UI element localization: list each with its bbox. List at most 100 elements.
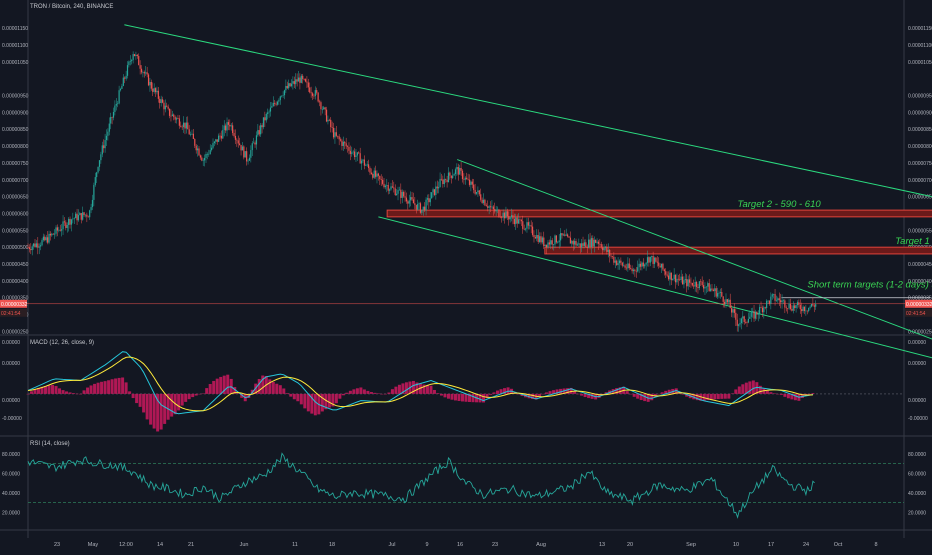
candle-body xyxy=(466,177,468,180)
macd-histogram-bar xyxy=(390,389,394,394)
candle-body xyxy=(396,193,398,196)
macd-histogram-bar xyxy=(191,393,195,398)
candle-body xyxy=(798,302,800,305)
candle-body xyxy=(415,204,417,210)
price-tick-right: 0.00000550 xyxy=(908,228,932,234)
candle-body xyxy=(679,279,681,281)
candle-body xyxy=(237,140,239,144)
candle-body xyxy=(653,257,656,264)
candle-body xyxy=(623,265,625,267)
candle-body xyxy=(627,263,629,269)
candle-body xyxy=(383,183,385,188)
candle-body xyxy=(442,179,444,185)
candle-body xyxy=(122,77,124,86)
candle-body xyxy=(306,81,308,83)
candle-body xyxy=(582,243,584,246)
macd-histogram-bar xyxy=(324,393,328,410)
candle-body xyxy=(495,209,497,212)
price-tick-left: 0.00000500 xyxy=(2,245,29,251)
candle-body xyxy=(480,194,482,200)
candle-body xyxy=(660,263,663,268)
candle-body xyxy=(281,95,283,97)
macd-tick-right: 0.00000 xyxy=(908,398,926,404)
candle-body xyxy=(348,146,350,151)
macd-histogram-bar xyxy=(103,381,107,394)
candle-body xyxy=(468,179,471,185)
candle-body xyxy=(560,233,562,241)
candle-body xyxy=(578,243,580,245)
candle-body xyxy=(163,102,165,110)
candle-body xyxy=(323,107,325,110)
macd-histogram-bar xyxy=(366,390,370,394)
macd-tick-right: 0.00000 xyxy=(908,340,926,346)
macd-histogram-bar xyxy=(569,387,573,394)
macd-histogram-bar xyxy=(96,382,100,394)
candle-body xyxy=(589,239,591,248)
candle-body xyxy=(705,286,707,288)
candle-body xyxy=(761,307,764,313)
candle-body xyxy=(367,164,370,169)
candle-body xyxy=(482,199,485,203)
candle-body xyxy=(117,103,119,105)
candle-body xyxy=(599,243,601,245)
candle-body xyxy=(698,281,700,289)
candle-body xyxy=(108,123,110,132)
candle-body xyxy=(240,144,242,151)
candle-body xyxy=(774,294,776,301)
candle-body xyxy=(621,262,623,266)
price-tick-right: 0.00001100 xyxy=(908,43,932,49)
candle-body xyxy=(204,157,206,161)
macd-histogram-bar xyxy=(40,386,44,394)
candle-body xyxy=(752,311,754,313)
candle-body xyxy=(517,219,520,224)
candle-body xyxy=(332,127,335,138)
candle-body xyxy=(496,209,499,211)
macd-histogram-bar xyxy=(401,383,405,394)
candle-body xyxy=(585,242,587,248)
candle-body xyxy=(424,206,426,211)
candle-body xyxy=(307,82,309,88)
macd-histogram-bar xyxy=(699,393,703,401)
macd-histogram-bar xyxy=(737,386,741,394)
candle-body xyxy=(569,237,572,244)
macd-histogram-bar xyxy=(471,393,475,403)
macd-histogram-bar xyxy=(597,393,601,398)
candle-body xyxy=(325,109,328,122)
candle-body xyxy=(194,138,196,146)
candle-body xyxy=(722,296,724,302)
candle-body xyxy=(438,187,440,189)
macd-histogram-bar xyxy=(387,392,391,394)
candle-body xyxy=(714,288,716,291)
zone-label: Target 1 - 480 - 500 xyxy=(895,236,932,247)
candle-body xyxy=(352,151,354,153)
candle-body xyxy=(670,272,672,281)
candle-body xyxy=(686,279,688,287)
candle-body xyxy=(473,184,475,190)
candle-body xyxy=(145,72,147,74)
rsi-title: RSI (14, close) xyxy=(30,441,70,447)
candle-body xyxy=(407,201,409,204)
candle-body xyxy=(738,324,740,326)
candle-body xyxy=(471,181,473,185)
candle-body xyxy=(330,119,332,127)
candle-body xyxy=(68,218,70,226)
candle-body xyxy=(787,308,789,309)
candle-body xyxy=(418,203,420,205)
macd-histogram-bar xyxy=(531,393,535,400)
macd-histogram-bar xyxy=(443,393,447,398)
macd-histogram-bar xyxy=(506,387,510,394)
candle-body xyxy=(321,109,323,110)
candle-body xyxy=(419,203,422,213)
candle-body xyxy=(651,256,653,257)
candle-body xyxy=(393,187,395,189)
price-tick-left: 0.00000950 xyxy=(2,94,29,100)
candle-body xyxy=(296,79,298,82)
candle-body xyxy=(61,229,63,231)
candle-body xyxy=(596,241,598,243)
candle-body xyxy=(557,242,559,243)
candle-body xyxy=(143,72,145,74)
candle-body xyxy=(166,105,168,107)
macd-histogram-bar xyxy=(625,391,629,394)
candle-body xyxy=(729,299,731,309)
